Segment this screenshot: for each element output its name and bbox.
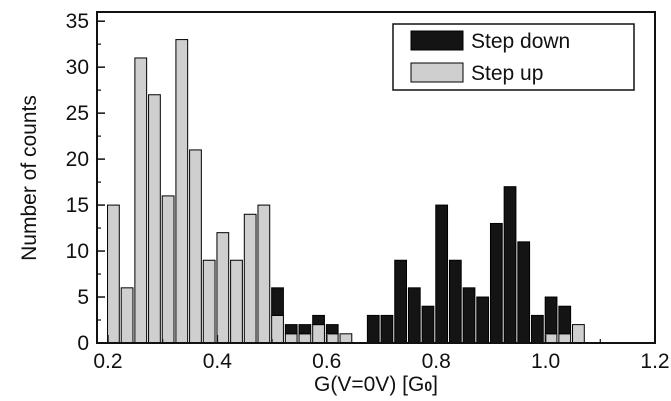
bar-step-down <box>489 222 503 344</box>
bar-step-up <box>284 333 298 344</box>
legend-swatch-step-up <box>410 62 464 83</box>
bar-step-up <box>572 324 585 344</box>
y-tick-label: 25 <box>66 102 89 125</box>
bar-step-up <box>243 213 257 344</box>
x-tick-label: 0.6 <box>312 350 341 373</box>
ticks-group: 0.2 0.4 0.6 0.8 1.0 1.2 0 5 10 15 20 25 30 35 <box>66 10 670 373</box>
bar-step-down <box>380 314 394 344</box>
x-tick-label: 0.2 <box>93 350 122 373</box>
bar-step-down <box>325 324 339 335</box>
bar-step-up <box>120 287 134 344</box>
y-tick-label: 35 <box>66 10 89 33</box>
bar-step-up <box>230 259 243 344</box>
bar-step-down <box>531 314 544 344</box>
legend-swatch-step-down <box>410 30 464 51</box>
bar-step-down <box>544 296 558 335</box>
bar-step-up <box>544 333 558 344</box>
bar-step-up <box>216 232 230 344</box>
y-tick-label: 10 <box>66 240 89 263</box>
bar-step-down <box>312 314 325 326</box>
bar-step-up <box>148 94 161 344</box>
bar-step-up <box>312 324 325 344</box>
bar-step-up <box>257 204 271 344</box>
y-tick-label: 20 <box>66 148 89 171</box>
legend-label-step-down: Step down <box>471 30 570 53</box>
x-axis-label-subscript: 0 <box>424 378 432 394</box>
y-tick-label: 0 <box>77 332 89 355</box>
x-tick-label: 1.0 <box>531 350 560 373</box>
bar-step-up <box>134 57 148 344</box>
bar-step-down <box>448 259 462 344</box>
bar-step-down <box>462 287 476 344</box>
x-tick-label: 0.8 <box>422 350 451 373</box>
bar-step-up <box>558 333 572 344</box>
bar-step-up <box>175 39 189 344</box>
bar-step-down <box>298 324 312 335</box>
bar-step-down <box>271 287 284 316</box>
bar-step-down <box>517 241 531 344</box>
bar-step-down <box>503 186 517 344</box>
bar-step-up <box>271 314 284 344</box>
x-axis-label-suffix: ] <box>432 373 438 396</box>
bar-step-down <box>394 259 407 344</box>
bar-step-up <box>161 195 175 344</box>
bar-step-up <box>298 333 312 344</box>
bar-step-down <box>421 305 435 344</box>
bar-step-up <box>189 149 202 344</box>
y-tick-label: 15 <box>66 194 89 217</box>
legend-label-step-up: Step up <box>471 62 543 85</box>
x-axis-label: G(V=0V) [G0] <box>314 373 438 396</box>
bar-step-down <box>407 287 421 344</box>
bar-step-up <box>202 259 216 344</box>
bar-step-down <box>558 305 572 335</box>
bar-step-down <box>476 296 490 344</box>
bar-step-down <box>284 324 298 335</box>
plot-frame <box>96 11 656 344</box>
bar-step-up <box>339 333 353 344</box>
y-axis-label: Number of counts <box>18 95 41 261</box>
y-tick-label: 5 <box>77 286 89 309</box>
legend: Step down Step up <box>392 23 635 91</box>
bars-group <box>107 39 585 344</box>
y-tick-label: 30 <box>66 56 89 79</box>
bar-step-down <box>435 204 449 344</box>
bar-step-up <box>325 333 339 344</box>
x-tick-label: 0.4 <box>203 350 233 373</box>
x-tick-label: 1.2 <box>640 350 669 373</box>
bar-step-down <box>366 314 380 344</box>
x-axis-label-main: G(V=0V) [G <box>314 373 424 396</box>
bar-step-up <box>107 204 120 344</box>
